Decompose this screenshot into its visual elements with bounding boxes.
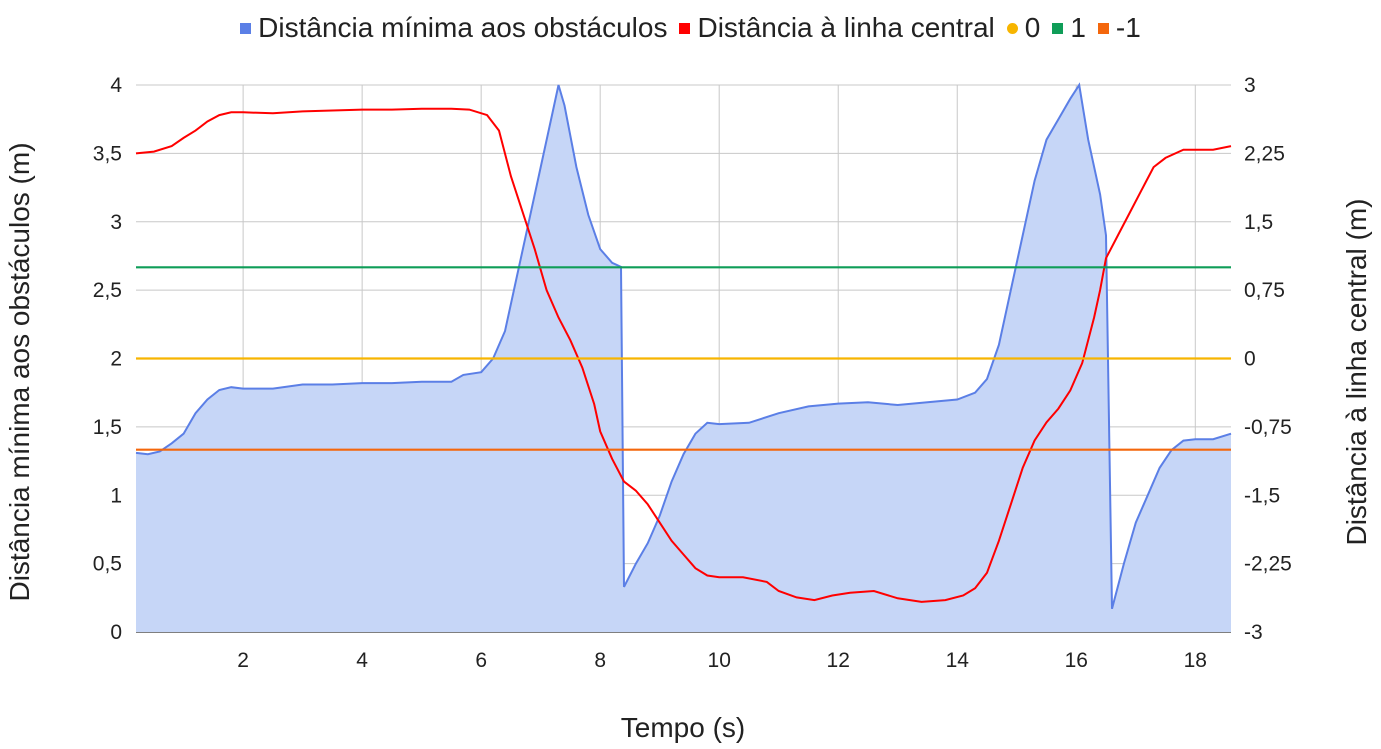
- y-right-tick-label: -1,5: [1244, 484, 1280, 507]
- x-tick-label: 16: [1065, 649, 1088, 672]
- x-tick-label: 10: [708, 649, 731, 672]
- y-axis-right-title: Distância à linha central (m): [1341, 198, 1372, 546]
- legend-swatch-min-distance: [240, 22, 252, 34]
- legend-item-centerline-distance[interactable]: Distância à linha central: [679, 12, 995, 44]
- legend-label-centerline-distance: Distância à linha central: [697, 12, 995, 43]
- legend-swatch-centerline-distance: [679, 22, 691, 34]
- legend-item-zero[interactable]: 0: [1006, 12, 1041, 44]
- y-right-tick-label: 0,75: [1244, 279, 1285, 302]
- y-axis-left-title: Distância mínima aos obstáculos (m): [4, 142, 35, 602]
- legend-item-one[interactable]: 1: [1052, 12, 1086, 44]
- y-right-tick-label: -3: [1244, 621, 1263, 644]
- y-right-tick-label: 1,5: [1244, 211, 1273, 234]
- legend-label-zero: 0: [1024, 12, 1041, 43]
- y-right-tick-label: -2,25: [1244, 553, 1292, 576]
- legend-label-min-distance: Distância mínima aos obstáculos: [258, 12, 668, 43]
- y-left-tick-label: 0: [110, 621, 122, 644]
- x-axis-title: Tempo (s): [620, 712, 746, 743]
- y-right-tick-label: 2,25: [1244, 142, 1285, 165]
- x-tick-label: 18: [1184, 649, 1207, 672]
- y-left-tick-label: 2,5: [93, 279, 122, 302]
- series-line-min-distance: [135, 82, 1232, 610]
- legend-swatch-minus-one: [1097, 22, 1109, 34]
- y-left-tick-label: 3: [110, 211, 122, 234]
- y-left-tick-label: 0,5: [93, 553, 122, 576]
- y-right-tick-label: 0: [1244, 348, 1256, 371]
- y-left-tick-label: 1: [110, 484, 122, 507]
- x-tick-label: 14: [946, 649, 970, 672]
- y-left-tick-label: 1,5: [93, 416, 122, 439]
- series-area-fill-min-distance: [136, 85, 1231, 632]
- legend-swatch-zero: [1006, 22, 1018, 34]
- legend-item-minus-one[interactable]: -1: [1097, 12, 1141, 44]
- chart-legend: Distância mínima aos obstáculos Distânci…: [0, 12, 1381, 44]
- series-line-centerline-distance: [135, 107, 1232, 603]
- legend-item-min-distance[interactable]: Distância mínima aos obstáculos: [240, 12, 667, 44]
- x-tick-label: 4: [356, 649, 368, 672]
- legend-label-one: 1: [1070, 12, 1086, 43]
- y-right-tick-label: -0,75: [1244, 416, 1292, 439]
- x-tick-label: 12: [827, 649, 850, 672]
- legend-swatch-one: [1052, 22, 1064, 34]
- x-tick-label: 6: [475, 649, 487, 672]
- y-right-tick-label: 3: [1244, 74, 1256, 97]
- x-tick-label: 2: [237, 649, 249, 672]
- y-left-tick-label: 2: [110, 348, 122, 371]
- x-tick-label: 8: [594, 649, 606, 672]
- y-left-tick-label: 3,5: [93, 142, 122, 165]
- legend-label-minus-one: -1: [1115, 12, 1141, 43]
- y-left-tick-label: 4: [110, 74, 122, 97]
